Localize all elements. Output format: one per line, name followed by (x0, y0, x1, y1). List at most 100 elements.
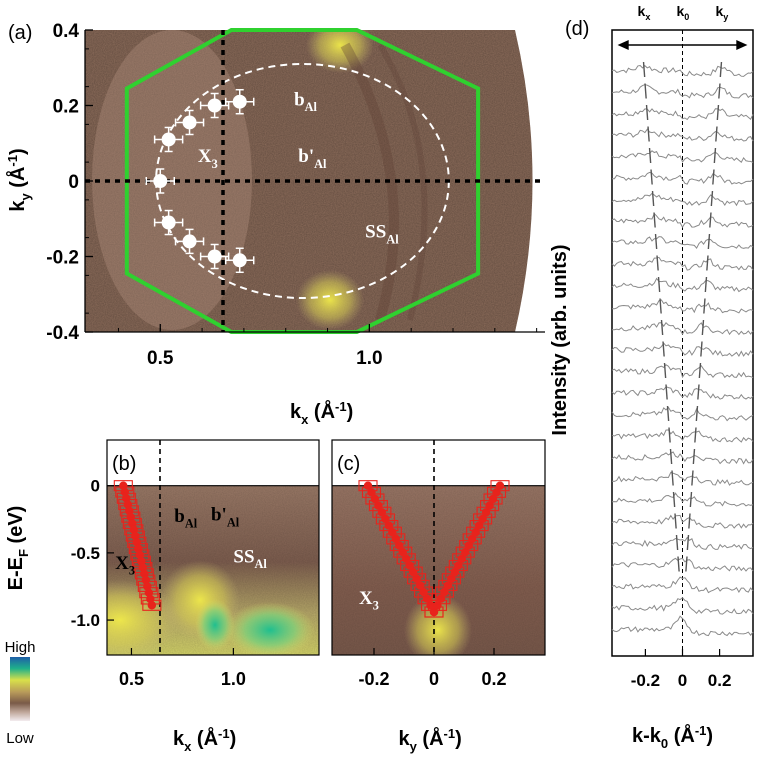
data-point (207, 98, 222, 113)
dispersion-dash-left (650, 169, 653, 185)
dispersion-dash-left (669, 448, 673, 465)
band-point (119, 481, 128, 490)
x-tick-label: 0.2 (708, 671, 732, 690)
data-point (232, 253, 247, 268)
x-axis-title: kx (Å-1) (173, 726, 236, 754)
dispersion-dash-left (657, 276, 661, 293)
dispersion-dash-right (713, 147, 717, 164)
data-point (207, 249, 222, 264)
y-tick-label: 0 (68, 172, 79, 193)
y-tick-label: 0 (91, 477, 100, 496)
panel-b-overlays: bAl b'Al SSAl X3 (107, 440, 319, 655)
band-point (144, 588, 154, 597)
dispersion-dash-left (656, 255, 659, 271)
band-point (138, 563, 148, 572)
band-point-group (142, 599, 162, 611)
panel-label-c: (c) (337, 453, 360, 475)
panel-c-overlays: X3 (332, 440, 545, 655)
band-point (143, 582, 152, 591)
spectrum-curve (611, 429, 754, 443)
dispersion-dash-left (677, 556, 680, 572)
band-point (146, 594, 155, 604)
spectrum-curve (611, 256, 754, 271)
dispersion-dash-left (651, 190, 655, 207)
spectrum-curve (611, 386, 754, 400)
band-point (132, 538, 142, 547)
x-tick-label: 0 (429, 669, 439, 689)
data-point-group (224, 88, 255, 115)
spectrum-curve (611, 471, 754, 486)
band-point (125, 506, 134, 516)
panel-b: bAl b'Al SSAl X3 0.5 1.0 kx (Å-1) 0 -0.5 -1.0 E-E… (5, 439, 320, 754)
x-tick-label: 1.0 (356, 348, 382, 369)
y-tick-label: 0.2 (53, 97, 79, 118)
dispersion-dash-left (674, 513, 677, 529)
dispersion-dash-left (668, 427, 671, 443)
dispersion-dash-left (654, 233, 658, 250)
spectrum-curve (611, 576, 754, 594)
panel-a-axes: 0.4 0.2 0 -0.2 -0.4 0.5 1.0 kx (Å-1) ky (Å-1) (5, 21, 545, 427)
dispersion-dash-right (719, 61, 723, 78)
spectrum-curve (611, 406, 754, 422)
x-tick-label: -0.2 (358, 669, 389, 689)
panel-frame (331, 439, 546, 656)
data-point-group (199, 92, 230, 119)
dispersion-dash-right (685, 556, 688, 572)
dispersion-dash-right (710, 190, 714, 207)
data-point (232, 94, 247, 109)
x-axis-title: kx (Å-1) (290, 399, 353, 427)
annotation-b-al: bAl (174, 506, 197, 531)
data-point (182, 115, 197, 130)
dispersion-dash-right (712, 169, 715, 185)
band-point (495, 481, 505, 490)
error-box (490, 480, 510, 492)
x-tick-label: 0.5 (147, 348, 174, 369)
annotation-ss-al: SSAl (365, 222, 399, 247)
annotation-b-al: bAl (294, 90, 317, 115)
dispersion-dash-right (688, 513, 691, 529)
band-point (135, 550, 145, 560)
dispersion-dash-left (666, 405, 670, 422)
annotation-x-3: X3 (359, 588, 379, 613)
spectrum-curve (611, 277, 754, 293)
data-point (182, 234, 197, 249)
x-tick-label: -0.2 (631, 671, 660, 690)
spectrum-curve (611, 615, 754, 637)
dispersion-dash-left (671, 470, 674, 486)
data-point-group (174, 228, 205, 255)
panel-label-b: (b) (112, 453, 136, 475)
panel-a-overlays: bAl b'Al X3 SSAl (85, 28, 545, 334)
band-point (120, 487, 130, 497)
k-arrow-right-head (736, 40, 748, 50)
spectrum-curve (611, 342, 754, 357)
annotation-bp-al: b'Al (298, 146, 327, 171)
dispersion-dash-left (675, 534, 679, 551)
y-axis-title: E-EF (eV) (5, 506, 31, 591)
dispersion-dash-right (686, 534, 690, 551)
x-tick-label: 0.5 (119, 669, 144, 689)
dispersion-dash-right (700, 341, 703, 357)
band-point (147, 601, 157, 610)
x-axis-title: ky (Å-1) (399, 726, 462, 754)
spectrum-curve (611, 557, 754, 572)
spectrum-curve (611, 150, 754, 163)
panel-c-axes: -0.2 0 0.2 ky (Å-1) (331, 439, 546, 754)
data-point (153, 174, 168, 188)
dispersion-dash-left (653, 212, 656, 228)
error-box (142, 599, 162, 611)
y-axis-title: Intensity (arb. units) (549, 244, 571, 435)
top-label-kx: kx (638, 3, 651, 22)
x-tick-label: 1.0 (221, 669, 246, 689)
dispersion-dash-right (701, 319, 705, 336)
band-point (122, 494, 131, 503)
dispersion-dash-right (709, 212, 712, 228)
panel-a: bAl b'Al X3 SSAl 0.4 0.2 0 -0.2 -0.4 0.5 1.0 kx (Å… (5, 21, 545, 427)
error-box (358, 480, 378, 492)
colorbar-gradient (10, 657, 30, 721)
dispersion-dash-left (662, 341, 665, 357)
dispersion-dash-right (694, 427, 697, 443)
annotation-ss-al: SSAl (233, 546, 267, 571)
dispersion-dash-right (689, 491, 693, 508)
top-label-k0: k0 (677, 3, 690, 22)
